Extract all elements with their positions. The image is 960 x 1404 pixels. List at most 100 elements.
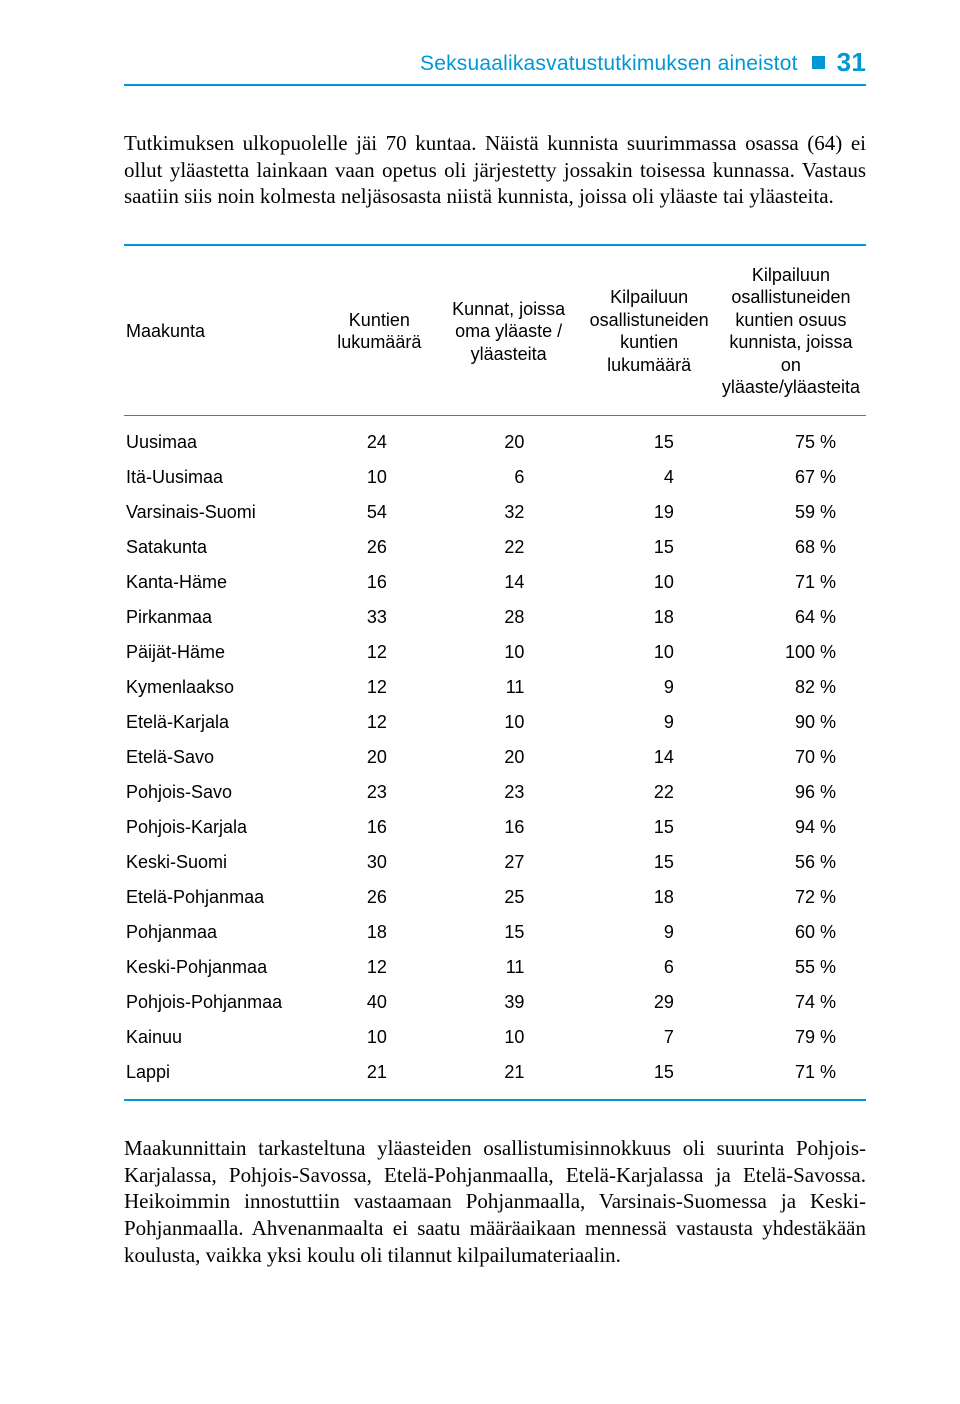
table-cell: 9 bbox=[582, 705, 716, 740]
table-cell: 75 % bbox=[716, 415, 866, 460]
table-cell: 64 % bbox=[716, 600, 866, 635]
running-head: Seksuaalikasvatustutkimuksen aineistot 3… bbox=[124, 46, 866, 86]
table-row: Kainuu1010779 % bbox=[124, 1020, 866, 1055]
table-cell: 39 bbox=[435, 985, 583, 1020]
running-title: Seksuaalikasvatustutkimuksen aineistot bbox=[420, 52, 798, 75]
table-row: Pohjois-Savo23232296 % bbox=[124, 775, 866, 810]
table-cell: 16 bbox=[435, 810, 583, 845]
table-row: Kanta-Häme16141071 % bbox=[124, 565, 866, 600]
table-cell: 79 % bbox=[716, 1020, 866, 1055]
table-row: Uusimaa24201575 % bbox=[124, 415, 866, 460]
table-row: Itä-Uusimaa106467 % bbox=[124, 460, 866, 495]
table-cell: 55 % bbox=[716, 950, 866, 985]
table-cell: 21 bbox=[324, 1055, 435, 1099]
table-row: Kymenlaakso1211982 % bbox=[124, 670, 866, 705]
table-cell: Uusimaa bbox=[124, 415, 324, 460]
table-cell: 96 % bbox=[716, 775, 866, 810]
table-cell: 19 bbox=[582, 495, 716, 530]
table-cell: 22 bbox=[582, 775, 716, 810]
col-header: Kilpailuun osallistuneiden kuntien lukum… bbox=[582, 246, 716, 416]
table-cell: 14 bbox=[582, 740, 716, 775]
table-row: Etelä-Pohjanmaa26251872 % bbox=[124, 880, 866, 915]
table-cell: 15 bbox=[582, 810, 716, 845]
table-cell: 6 bbox=[435, 460, 583, 495]
col-header: Kuntien lukumäärä bbox=[324, 246, 435, 416]
table-cell: Kainuu bbox=[124, 1020, 324, 1055]
table-cell: 18 bbox=[582, 880, 716, 915]
table-cell: 9 bbox=[582, 915, 716, 950]
data-table: Maakunta Kuntien lukumäärä Kunnat, joiss… bbox=[124, 246, 866, 1099]
table-cell: Pohjois-Savo bbox=[124, 775, 324, 810]
table-cell: 40 bbox=[324, 985, 435, 1020]
table-cell: 12 bbox=[324, 950, 435, 985]
table-row: Pohjanmaa1815960 % bbox=[124, 915, 866, 950]
table-cell: 68 % bbox=[716, 530, 866, 565]
table-cell: 18 bbox=[582, 600, 716, 635]
table-cell: 71 % bbox=[716, 1055, 866, 1099]
table-row: Pohjois-Pohjanmaa40392974 % bbox=[124, 985, 866, 1020]
table-cell: Keski-Pohjanmaa bbox=[124, 950, 324, 985]
table-cell: 21 bbox=[435, 1055, 583, 1099]
col-header: Kilpailuun osallistuneiden kuntien osuus… bbox=[716, 246, 866, 416]
table-cell: Etelä-Pohjanmaa bbox=[124, 880, 324, 915]
table-cell: 26 bbox=[324, 530, 435, 565]
table-row: Pirkanmaa33281864 % bbox=[124, 600, 866, 635]
table-cell: 9 bbox=[582, 670, 716, 705]
table-row: Satakunta26221568 % bbox=[124, 530, 866, 565]
table-cell: 23 bbox=[324, 775, 435, 810]
table-cell: 70 % bbox=[716, 740, 866, 775]
table-cell: 10 bbox=[435, 705, 583, 740]
table-cell: Kanta-Häme bbox=[124, 565, 324, 600]
table-header-row: Maakunta Kuntien lukumäärä Kunnat, joiss… bbox=[124, 246, 866, 416]
intro-paragraph: Tutkimuksen ulkopuolelle jäi 70 kuntaa. … bbox=[124, 130, 866, 210]
table-cell: 10 bbox=[582, 565, 716, 600]
table-cell: 6 bbox=[582, 950, 716, 985]
table-cell: 20 bbox=[435, 415, 583, 460]
table-cell: 25 bbox=[435, 880, 583, 915]
table-cell: 12 bbox=[324, 635, 435, 670]
table-cell: 33 bbox=[324, 600, 435, 635]
table-cell: 12 bbox=[324, 670, 435, 705]
table-body: Uusimaa24201575 %Itä-Uusimaa106467 %Vars… bbox=[124, 415, 866, 1099]
table-cell: 10 bbox=[435, 635, 583, 670]
table-cell: 32 bbox=[435, 495, 583, 530]
table-cell: 11 bbox=[435, 670, 583, 705]
table-row: Lappi21211571 % bbox=[124, 1055, 866, 1099]
table-cell: 14 bbox=[435, 565, 583, 600]
table-cell: 15 bbox=[435, 915, 583, 950]
table-cell: 10 bbox=[324, 460, 435, 495]
table-cell: 15 bbox=[582, 530, 716, 565]
table-cell: 26 bbox=[324, 880, 435, 915]
table-cell: Pohjanmaa bbox=[124, 915, 324, 950]
table-cell: 4 bbox=[582, 460, 716, 495]
table-cell: 16 bbox=[324, 810, 435, 845]
table-cell: 18 bbox=[324, 915, 435, 950]
table-row: Etelä-Savo20201470 % bbox=[124, 740, 866, 775]
table-cell: 71 % bbox=[716, 565, 866, 600]
table-cell: 10 bbox=[435, 1020, 583, 1055]
table-cell: Lappi bbox=[124, 1055, 324, 1099]
table-cell: 59 % bbox=[716, 495, 866, 530]
table-cell: 7 bbox=[582, 1020, 716, 1055]
table-cell: 29 bbox=[582, 985, 716, 1020]
col-header: Maakunta bbox=[124, 246, 324, 416]
table-cell: Pohjois-Karjala bbox=[124, 810, 324, 845]
table-cell: Kymenlaakso bbox=[124, 670, 324, 705]
data-table-wrap: Maakunta Kuntien lukumäärä Kunnat, joiss… bbox=[124, 244, 866, 1101]
table-cell: 10 bbox=[582, 635, 716, 670]
table-row: Pohjois-Karjala16161594 % bbox=[124, 810, 866, 845]
table-row: Varsinais-Suomi54321959 % bbox=[124, 495, 866, 530]
table-cell: 15 bbox=[582, 1055, 716, 1099]
table-cell: 30 bbox=[324, 845, 435, 880]
table-row: Keski-Suomi30271556 % bbox=[124, 845, 866, 880]
table-cell: 54 bbox=[324, 495, 435, 530]
table-row: Keski-Pohjanmaa1211655 % bbox=[124, 950, 866, 985]
table-cell: Keski-Suomi bbox=[124, 845, 324, 880]
table-cell: 74 % bbox=[716, 985, 866, 1020]
table-cell: 10 bbox=[324, 1020, 435, 1055]
table-cell: 16 bbox=[324, 565, 435, 600]
table-cell: 12 bbox=[324, 705, 435, 740]
table-cell: Itä-Uusimaa bbox=[124, 460, 324, 495]
square-icon bbox=[812, 56, 825, 69]
table-cell: 90 % bbox=[716, 705, 866, 740]
